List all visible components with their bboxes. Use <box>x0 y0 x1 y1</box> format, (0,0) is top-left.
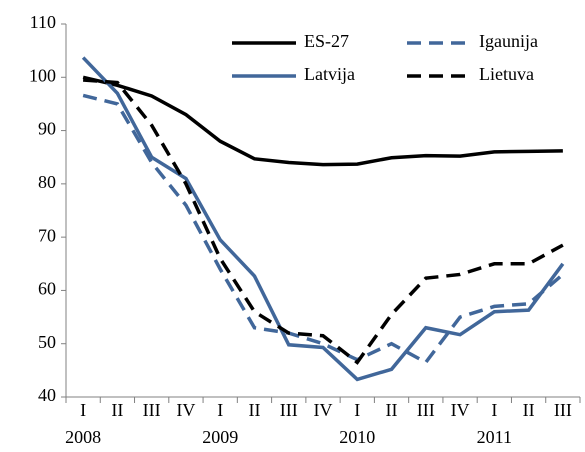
x-tick-label: I <box>491 400 497 420</box>
x-tick-label: III <box>417 400 435 420</box>
series-line <box>81 56 565 382</box>
series-line <box>82 78 564 365</box>
x-tick-label: IV <box>176 400 195 420</box>
x-tick-label: III <box>280 400 298 420</box>
y-tick-label: 110 <box>30 12 56 32</box>
x-tick-label: I <box>80 400 86 420</box>
y-tick-label: 60 <box>38 279 56 299</box>
year-label: 2011 <box>477 427 512 447</box>
x-tick-label: II <box>386 400 398 420</box>
x-tick-label: IV <box>314 400 333 420</box>
y-tick-label: 100 <box>29 65 56 85</box>
x-tick-label: I <box>217 400 223 420</box>
y-tick-label: 80 <box>38 172 56 192</box>
year-label: 2010 <box>339 427 375 447</box>
x-tick-label: II <box>248 400 260 420</box>
year-label: 2008 <box>65 427 101 447</box>
series-line <box>82 93 565 365</box>
y-tick-label: 90 <box>38 119 56 139</box>
x-tick-label: IV <box>451 400 470 420</box>
legend-label: Lietuva <box>479 64 534 84</box>
x-tick-label: II <box>111 400 123 420</box>
y-tick-label: 50 <box>38 332 56 352</box>
x-tick-label: III <box>554 400 572 420</box>
x-tick-label: III <box>143 400 161 420</box>
x-tick-label: II <box>523 400 535 420</box>
y-tick-label: 70 <box>38 225 56 245</box>
legend-label: ES-27 <box>304 31 349 51</box>
x-tick-label: I <box>354 400 360 420</box>
series-line <box>82 75 563 167</box>
legend-label: Igaunija <box>479 31 538 51</box>
legend-label: Latvija <box>304 64 355 84</box>
y-tick-label: 40 <box>38 385 56 405</box>
year-label: 2009 <box>202 427 238 447</box>
